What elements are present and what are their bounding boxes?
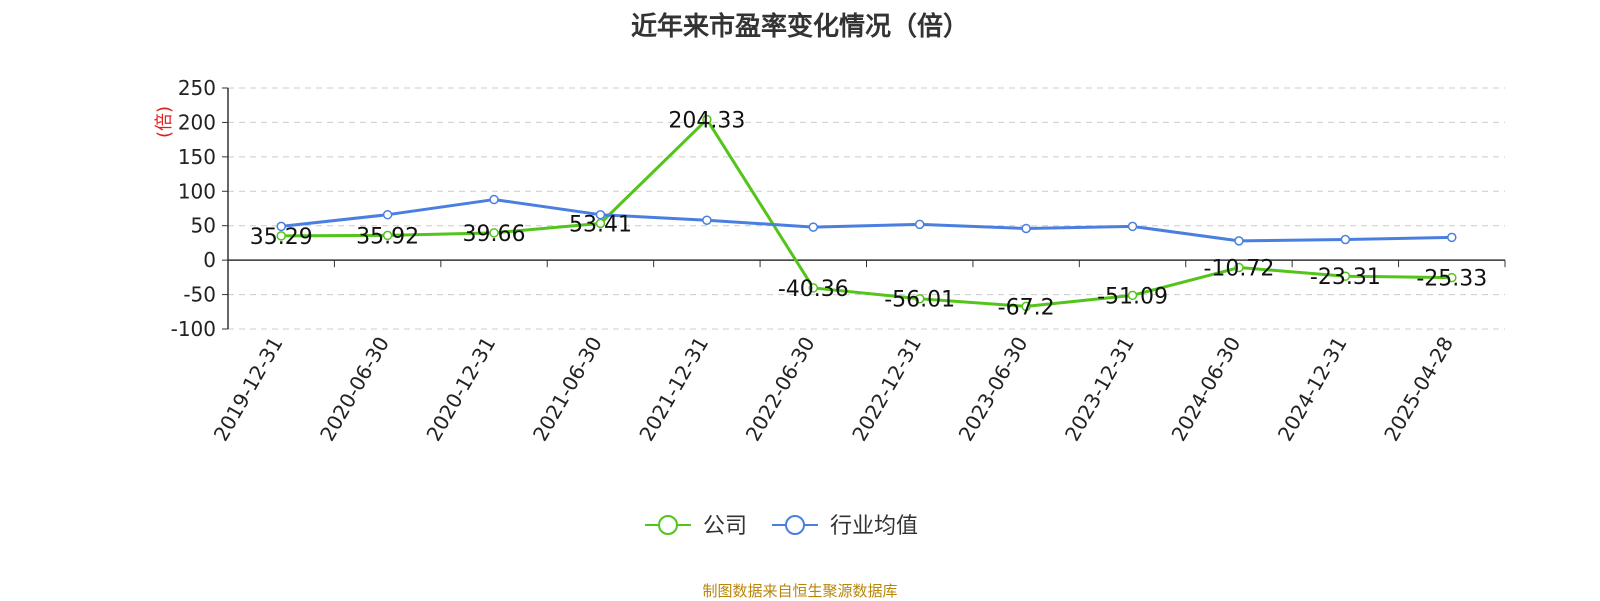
y-tick-label: 250 [178,76,216,100]
data-label: -23.31 [1310,265,1381,290]
data-label: 39.66 [463,222,526,247]
data-label: 35.29 [250,225,313,250]
data-label: -56.01 [884,288,955,313]
industry-line [281,198,1452,243]
company-point [702,114,712,125]
company-point [1127,290,1138,301]
industry-point [1127,221,1138,232]
industry-point [276,221,286,232]
company-point [1234,262,1244,273]
company-point [1021,301,1031,312]
industry-point [382,209,393,220]
legend-label: 行业均值 [830,514,918,539]
industry-point [1234,236,1244,246]
y-tick-label: 50 [191,214,216,238]
company-point [489,228,499,238]
company-point [808,283,819,293]
x-tick-label: 2019-12-31 [209,333,288,446]
data-label: -40.36 [778,277,849,302]
y-tick-label: -100 [171,317,216,341]
company-point [1340,271,1351,281]
industry-point [702,215,712,225]
y-tick-label: 150 [178,145,216,169]
x-tick-label: 2023-12-31 [1060,333,1139,446]
company-point [1447,272,1457,283]
x-tick-label: 2022-12-31 [847,332,926,445]
company-point [382,230,393,241]
data-label: -67.2 [998,295,1055,320]
industry-point [808,222,819,232]
x-tick-label: 2025-04-28 [1379,333,1458,446]
industry-point [1021,223,1031,234]
y-tick-label: 200 [178,110,216,134]
industry-point [1447,232,1457,243]
x-tick-label: 2021-06-30 [528,333,607,446]
data-label: 53.41 [569,212,632,237]
data-label: 204.33 [668,108,745,133]
company-point [276,231,286,241]
x-tick-label: 2024-06-30 [1166,333,1245,446]
data-label: -25.33 [1416,267,1487,292]
x-tick-label: 2022-06-30 [741,333,820,446]
x-tick-label: 2023-06-30 [954,333,1033,446]
chart-title: 近年来市盈率变化情况（倍） [630,12,969,42]
legend-marker [785,515,805,535]
data-label: -10.72 [1203,257,1274,282]
x-tick-label: 2020-06-30 [315,333,394,446]
industry-point [595,209,606,220]
y-tick-label: -50 [183,283,216,307]
y-tick-label: 100 [178,179,216,203]
x-tick-label: 2024-12-31 [1273,333,1352,446]
company-point [914,293,925,304]
data-label: 35.92 [356,224,419,249]
y-axis-label: (倍) [154,106,175,138]
industry-point [914,219,925,230]
data-label: -51.09 [1097,284,1168,309]
legend-label: 公司 [703,514,747,539]
x-tick-label: 2021-12-31 [634,333,713,446]
industry-point [1340,234,1351,245]
industry-point [489,194,499,205]
x-tick-label: 2020-12-31 [421,332,500,445]
legend-marker [658,515,678,535]
company-line [281,117,1452,308]
data-source-note: 制图数据来自恒生聚源数据库 [702,582,898,600]
y-tick-label: 0 [203,248,216,272]
